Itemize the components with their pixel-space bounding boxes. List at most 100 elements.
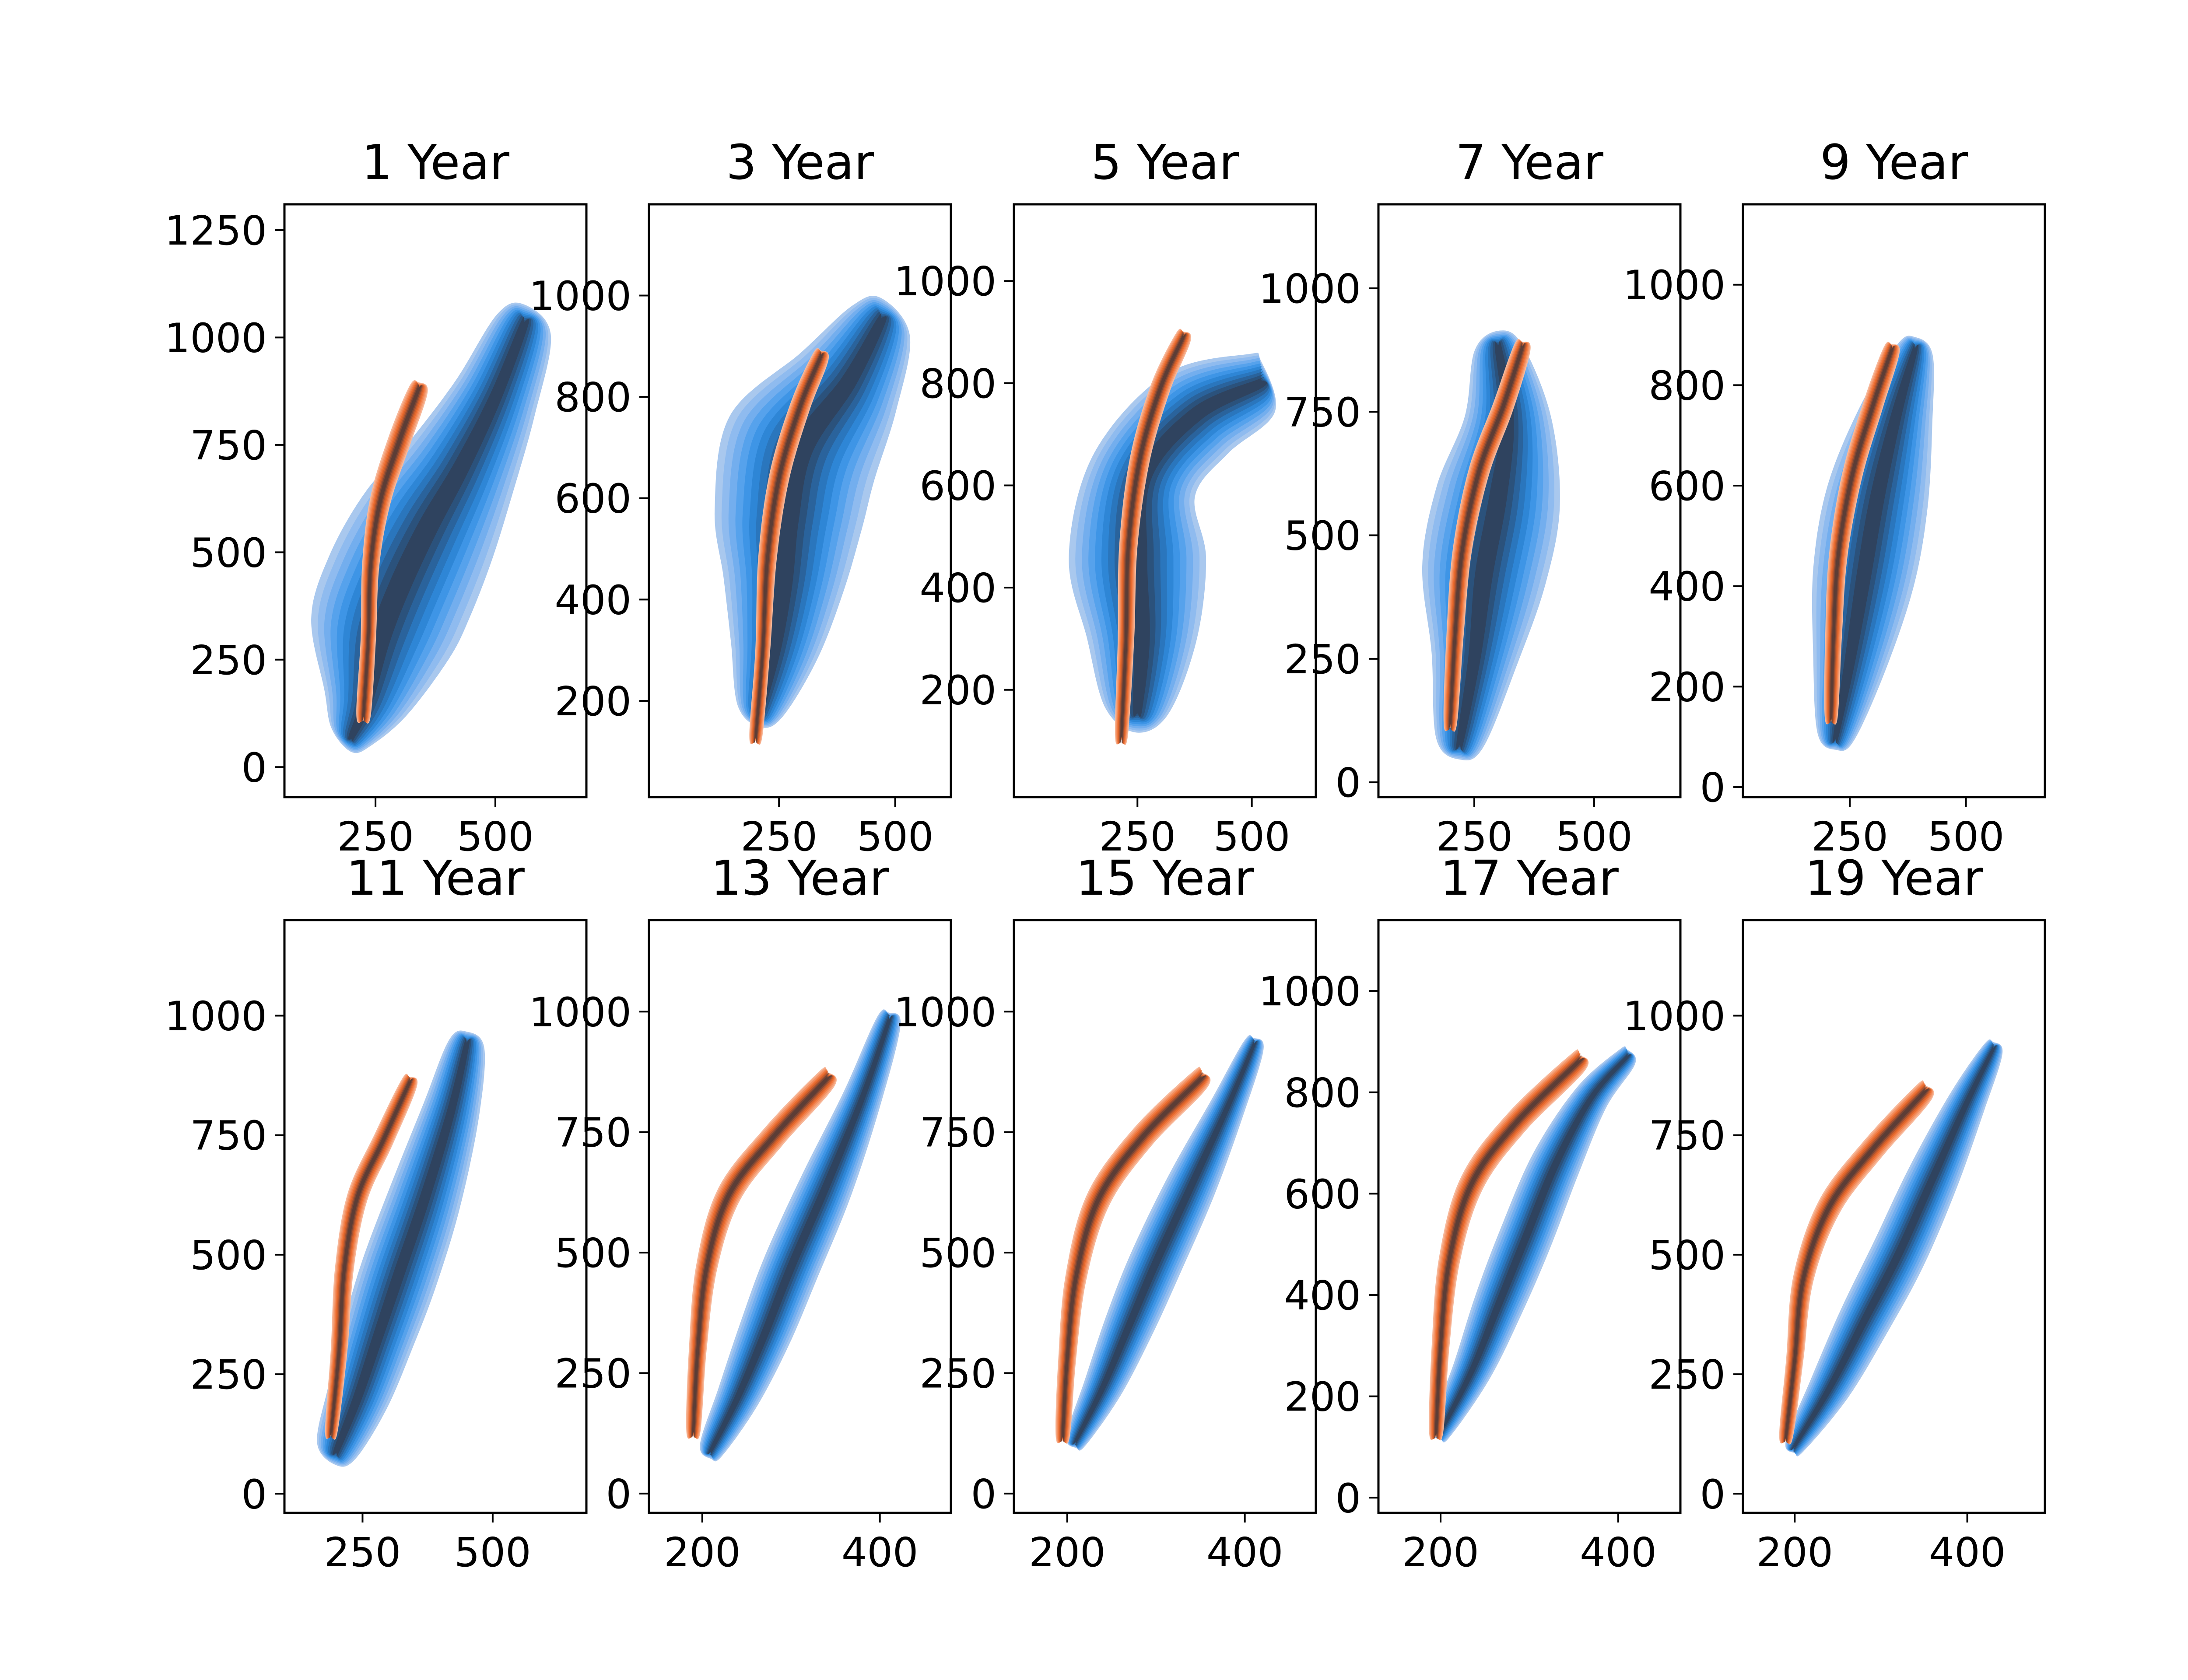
y-tick-label: 250	[919, 1351, 996, 1397]
blue-density	[1812, 336, 1934, 751]
orange-contour-level-9	[1449, 343, 1525, 730]
y-tick-label: 600	[919, 462, 996, 509]
orange-density	[1055, 1067, 1211, 1444]
orange-density	[1779, 1080, 1934, 1445]
axes-frame	[648, 919, 952, 1514]
y-tick-label: 600	[1284, 1171, 1361, 1218]
x-tick-label: 400	[842, 1529, 919, 1576]
y-tick-label: 0	[606, 1471, 631, 1518]
subplot-10: 200 400 0 250 500 750 1000 19 Year	[1623, 850, 2046, 1576]
axes-frame	[1742, 919, 2046, 1514]
y-tick-label: 800	[554, 374, 631, 421]
orange-density	[1429, 1049, 1589, 1441]
orange-contour-level-2	[357, 381, 427, 724]
blue-contour-level-10	[1437, 1053, 1631, 1437]
x-tick-label: 250	[740, 813, 817, 860]
blue-density	[714, 295, 911, 728]
orange-contour-level-1	[1115, 329, 1191, 745]
y-tick-label: 200	[919, 667, 996, 714]
axes-frame	[1013, 919, 1317, 1514]
plot-area	[1422, 330, 1560, 761]
orange-contour-level-2	[750, 348, 828, 745]
subplot-9: 200 400 0 200 400 600 800 1000 17 Year	[1259, 850, 1682, 1576]
orange-contour-level-6	[1782, 1084, 1931, 1443]
y-tick-label: 500	[554, 1230, 631, 1277]
subplot-title: 11 Year	[346, 850, 525, 906]
y-tick-label: 500	[1648, 1232, 1725, 1279]
x-tick-label: 400	[1929, 1529, 2006, 1576]
y-tick-label: 250	[190, 1351, 267, 1398]
y-tick-label: 1000	[529, 989, 631, 1036]
y-tick-label: 0	[1335, 1475, 1361, 1522]
plot-area	[311, 302, 551, 753]
y-tick-label: 1000	[165, 993, 267, 1040]
y-tick-label: 1000	[165, 315, 267, 361]
axes-frame	[1742, 203, 2046, 798]
blue-contour-level-10	[1073, 1040, 1257, 1446]
x-tick-label: 250	[1811, 813, 1888, 860]
orange-contour-level-8	[691, 1073, 832, 1438]
blue-contour-level-10	[333, 1038, 470, 1456]
y-tick-label: 400	[1284, 1272, 1361, 1319]
y-tick-label: 750	[1648, 1113, 1725, 1159]
y-tick-label: 0	[1700, 764, 1725, 811]
x-tick-label: 250	[337, 813, 414, 860]
plot-area	[1812, 336, 1934, 751]
x-tick-label: 250	[324, 1529, 401, 1576]
plot-area	[686, 1009, 901, 1462]
y-tick-label: 600	[1648, 463, 1725, 510]
blue-contour-level-9	[755, 312, 889, 718]
orange-density	[1115, 329, 1191, 745]
blue-density	[311, 302, 551, 753]
x-tick-label: 200	[1756, 1529, 1833, 1576]
subplot-title: 9 Year	[1820, 134, 1968, 190]
y-tick-label: 1000	[1623, 262, 1725, 309]
y-tick-label: 1000	[1259, 968, 1361, 1015]
plot-area	[1779, 1039, 2003, 1456]
orange-contour-level-9	[330, 1078, 412, 1438]
plot-area	[1055, 1035, 1264, 1451]
x-tick-label: 500	[454, 1529, 531, 1576]
y-tick-label: 0	[241, 1471, 267, 1518]
y-tick-label: 1000	[894, 989, 996, 1036]
y-tick-label: 1000	[894, 258, 996, 305]
subplot-7: 200 400 0 250 500 750 1000 13 Year	[529, 850, 952, 1576]
axes-frame	[1013, 203, 1317, 798]
subplot-title: 17 Year	[1440, 850, 1619, 906]
y-tick-label: 250	[554, 1351, 631, 1397]
blue-density	[1431, 1046, 1636, 1442]
subplot-6: 250 500 0 250 500 750 1000 11 Year	[165, 850, 588, 1576]
blue-density	[1069, 353, 1276, 733]
subplot-4: 250 500 0 250 500 750 1000 7 Year	[1259, 134, 1682, 860]
y-tick-label: 1000	[529, 273, 631, 319]
axes-frame	[1377, 203, 1682, 798]
y-tick-label: 1250	[165, 207, 267, 254]
y-tick-label: 0	[1700, 1471, 1725, 1518]
orange-density	[1443, 339, 1531, 732]
orange-density	[325, 1074, 418, 1440]
x-tick-label: 500	[1928, 813, 2005, 860]
plot-area	[1069, 329, 1276, 745]
blue-density	[1066, 1035, 1264, 1451]
blue-contour-level-9	[707, 1014, 893, 1456]
blue-contour-level-10	[1833, 344, 1918, 744]
plot-area	[317, 1030, 485, 1467]
y-tick-label: 750	[919, 1110, 996, 1156]
y-tick-label: 500	[1284, 513, 1361, 560]
axes-frame	[283, 203, 588, 798]
blue-contour-level-10	[1791, 1044, 1996, 1451]
orange-contour-level-7	[691, 1072, 833, 1438]
x-tick-label: 250	[1099, 813, 1176, 860]
y-tick-label: 1000	[1259, 266, 1361, 312]
axes-frame	[283, 919, 588, 1514]
axes-frame	[1377, 919, 1682, 1514]
y-tick-label: 500	[190, 1232, 267, 1279]
y-tick-label: 200	[1648, 664, 1725, 710]
blue-density	[317, 1030, 485, 1467]
subplot-5: 250 500 0 200 400 600 800 1000 9 Year	[1623, 134, 2046, 860]
subplot-2: 250 500 200 400 600 800 1000 3 Year	[529, 134, 952, 860]
x-tick-label: 400	[1580, 1529, 1657, 1576]
blue-density	[700, 1009, 901, 1462]
y-tick-label: 750	[1284, 389, 1361, 436]
